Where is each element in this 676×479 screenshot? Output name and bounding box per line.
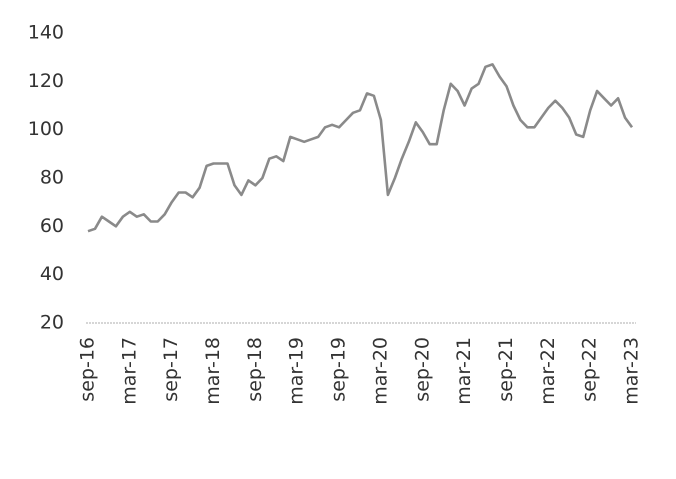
x-tick-label: sep-16: [77, 337, 99, 402]
x-tick-label: mar-19: [286, 337, 308, 405]
x-tick-label: mar-18: [202, 337, 224, 405]
y-tick-label: 40: [40, 263, 64, 285]
x-tick-label: sep-17: [160, 337, 182, 402]
x-tick-label: sep-22: [579, 337, 601, 402]
x-tick-label: sep-21: [495, 337, 517, 402]
x-tick-label: mar-21: [453, 337, 475, 405]
x-tick-label: mar-20: [369, 337, 391, 405]
x-tick-label: sep-20: [411, 337, 433, 402]
x-tick-label: mar-23: [621, 337, 643, 405]
x-tick-label: mar-22: [537, 337, 559, 405]
x-tick-label: mar-17: [118, 337, 140, 405]
y-tick-label: 140: [28, 22, 64, 44]
line: [87, 63, 634, 233]
x-tick-label: sep-19: [328, 337, 350, 402]
x-tick-label: sep-18: [244, 337, 266, 402]
y-tick-label: 100: [28, 118, 64, 140]
y-tick-label: 80: [40, 167, 64, 189]
y-tick-label: 60: [40, 215, 64, 237]
y-tick-label: 20: [40, 312, 64, 334]
y-tick-label: 120: [28, 70, 64, 92]
